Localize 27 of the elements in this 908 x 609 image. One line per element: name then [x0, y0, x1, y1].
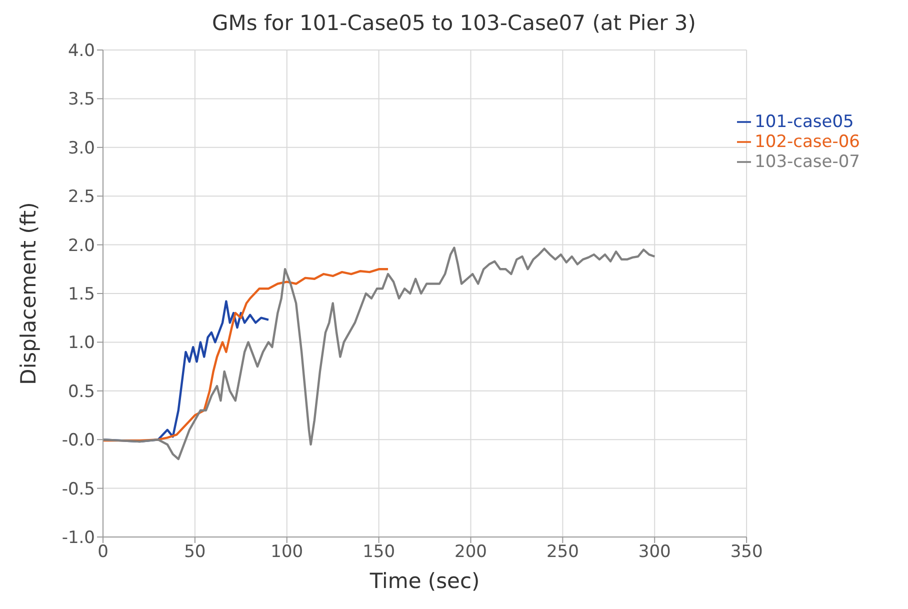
x-tick-label: 350: [730, 542, 763, 562]
y-tick-label: -0.5: [62, 479, 95, 500]
x-tick-label: 50: [184, 542, 206, 562]
x-tick-label: 250: [546, 542, 579, 562]
y-tick-label: -1.0: [62, 528, 95, 548]
y-tick-label: 3.0: [68, 138, 95, 158]
line-series: [103, 268, 390, 442]
y-tick-label: 3.5: [68, 90, 95, 110]
x-tick-label: 0: [98, 542, 108, 562]
line-series: [103, 246, 656, 460]
y-tick-label: 2.0: [68, 236, 95, 256]
y-tick-label: 1.5: [68, 284, 95, 305]
x-axis-title: Time (sec): [368, 569, 480, 593]
y-axis-title: Displacement (ft): [16, 202, 40, 385]
y-tick-label: 2.5: [68, 187, 95, 208]
x-tick-label: 100: [270, 542, 304, 562]
x-tick-label: 200: [454, 542, 487, 562]
legend-label: 103-case-07: [754, 152, 860, 172]
legend-label: 101-case05: [754, 112, 854, 132]
x-tick-label: 300: [638, 542, 671, 562]
x-tick-label: 150: [362, 542, 396, 562]
y-tick-label: 1.0: [68, 333, 95, 354]
y-tick-label: 4.0: [68, 41, 95, 62]
chart-title: GMs for 101-Case05 to 103-Case07 (at Pier 3): [210, 10, 697, 37]
y-tick-label: 0.5: [68, 382, 95, 402]
y-tick-label: -0.0: [62, 430, 95, 451]
legend-label: 102-case-06: [754, 132, 860, 152]
